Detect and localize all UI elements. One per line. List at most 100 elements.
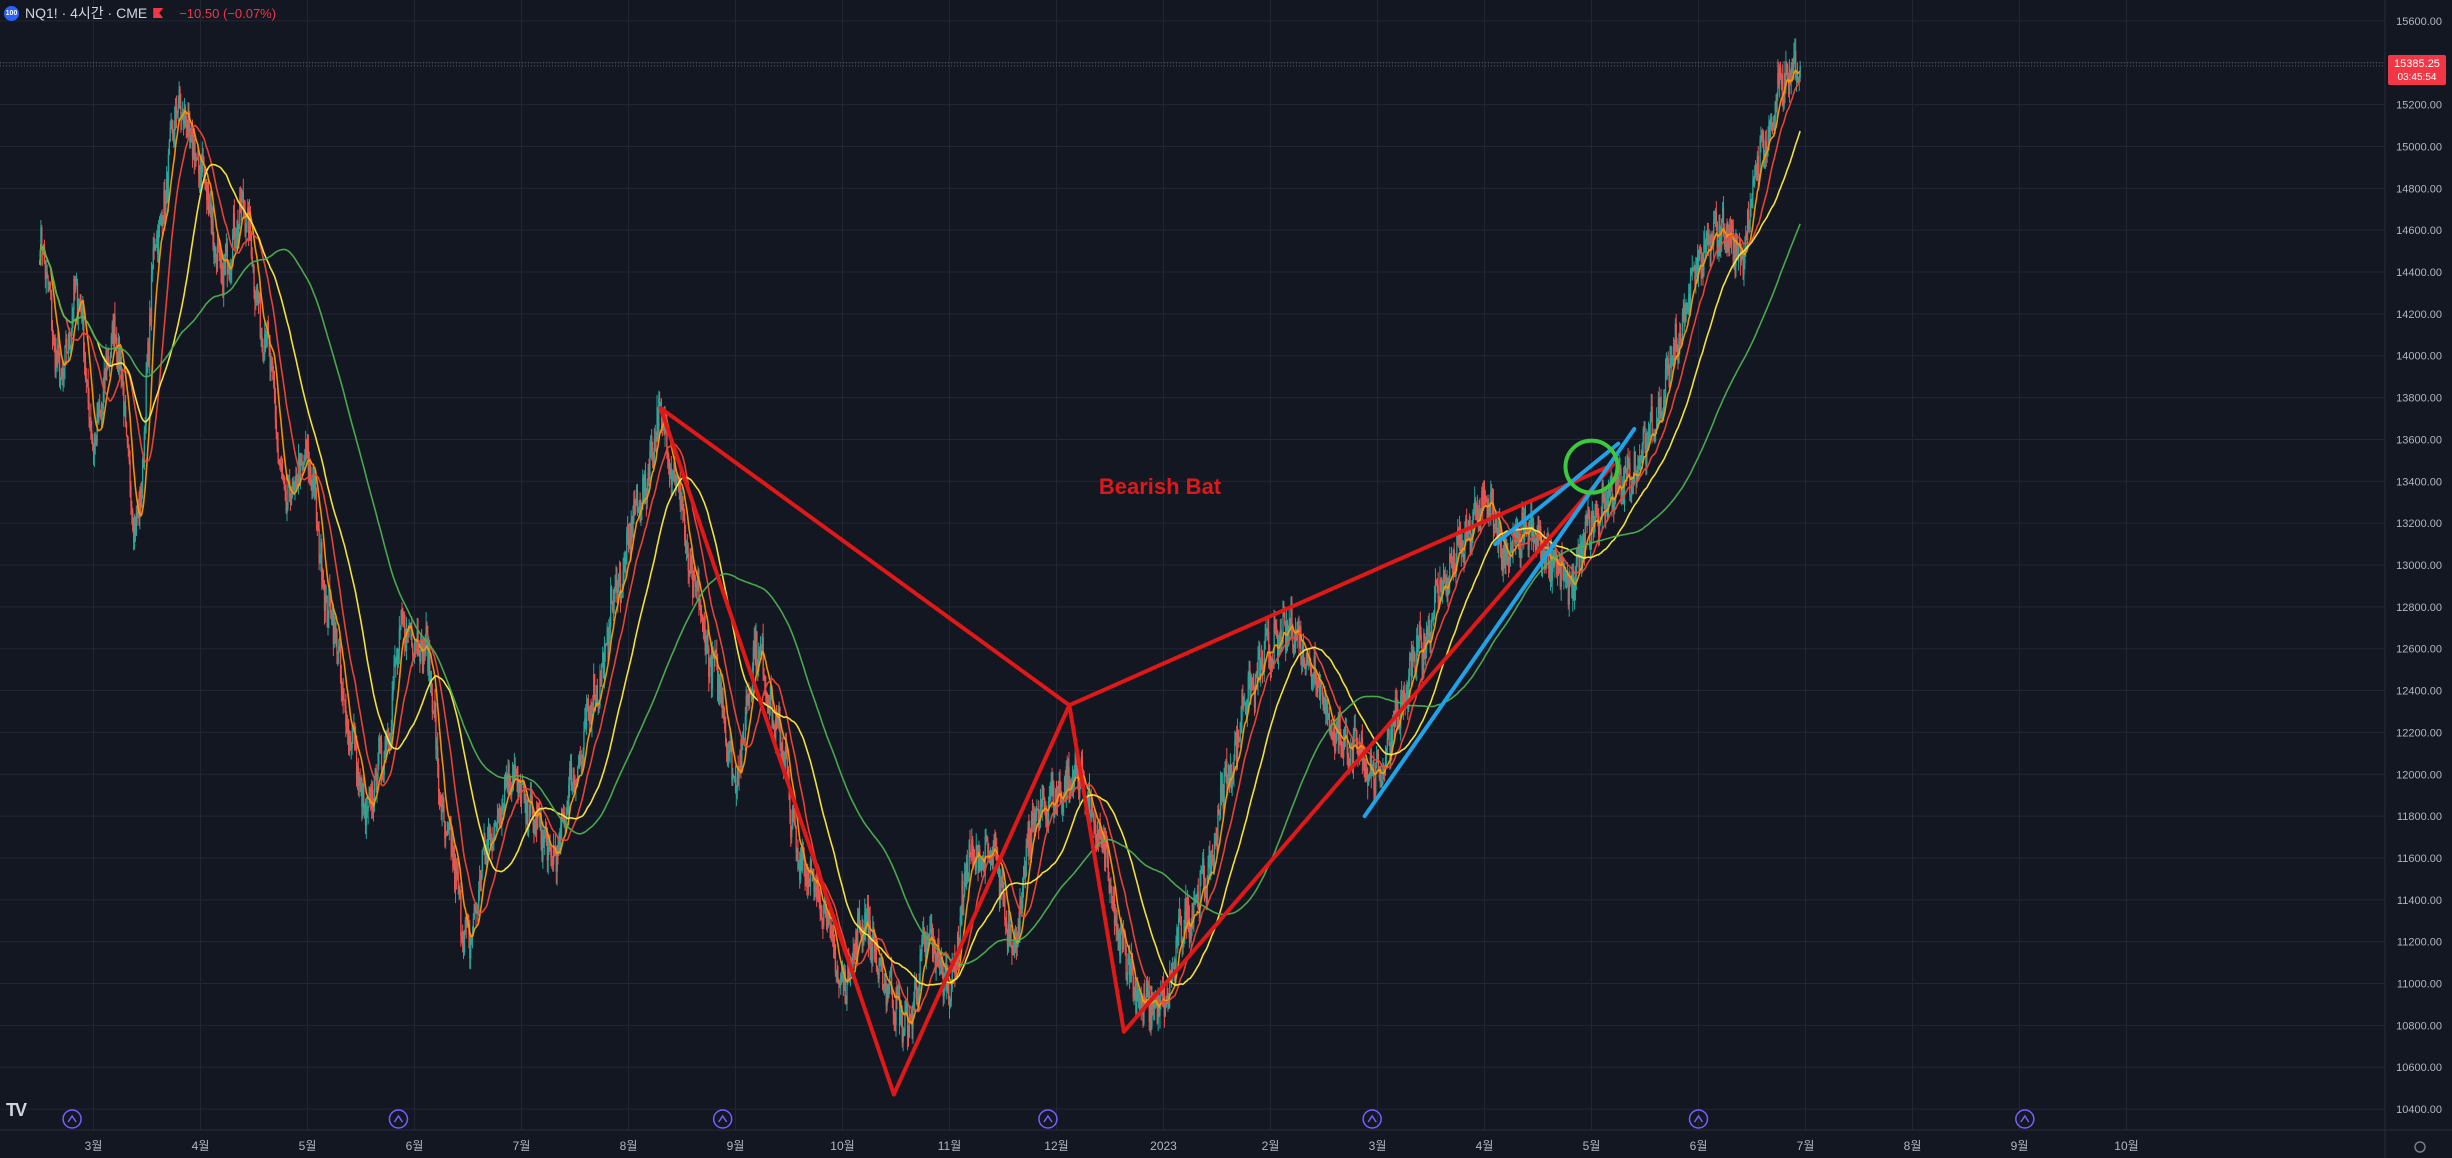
- candle-body: [871, 940, 873, 960]
- candle-body: [1352, 734, 1355, 766]
- candle-body: [500, 817, 502, 823]
- candle-body: [1549, 550, 1552, 577]
- candle-body: [1004, 893, 1006, 920]
- candle-body: [601, 663, 603, 683]
- candle-body: [851, 957, 854, 971]
- candle-body: [1302, 645, 1304, 664]
- candle-body: [1340, 739, 1342, 747]
- candle-body: [780, 745, 782, 747]
- candle-body: [1108, 880, 1110, 890]
- price-tick-label: 14600.00: [2396, 225, 2442, 237]
- candle-body: [118, 337, 121, 369]
- candle-body: [90, 417, 92, 431]
- candle-body: [365, 811, 368, 826]
- candle-body: [657, 407, 659, 431]
- price-tick-label: 12800.00: [2396, 602, 2442, 614]
- candle-body: [1354, 728, 1356, 730]
- candle-body: [868, 920, 870, 945]
- candle-body: [1788, 72, 1791, 95]
- candle-body: [67, 333, 70, 353]
- candle-body: [1211, 855, 1214, 863]
- candle-body: [1425, 646, 1427, 652]
- candle-body: [497, 809, 500, 817]
- candle-body: [1088, 787, 1090, 814]
- candle-body: [1789, 72, 1792, 81]
- candle-body: [1167, 998, 1169, 1008]
- candle-body: [1611, 475, 1613, 503]
- candle-body: [387, 733, 389, 740]
- time-axis[interactable]: 3월 4월 5월 6월 7월 8월 9월 10월 11월 12월 2023 2월 3월 4월 5월 6월 7월 8…: [0, 1129, 2452, 1153]
- candle-body: [1362, 758, 1364, 762]
- candle-body: [860, 930, 862, 939]
- candle-body: [250, 232, 253, 257]
- candle-body: [1638, 458, 1640, 469]
- candle-body: [1406, 690, 1408, 696]
- settings-gear-icon[interactable]: [2414, 1141, 2426, 1153]
- time-tick-label: 2023: [1150, 1139, 1177, 1153]
- candle-body: [390, 726, 393, 739]
- candle-body: [52, 336, 55, 338]
- candle-body: [1212, 862, 1215, 869]
- candle-body: [316, 522, 319, 525]
- candle-body: [1796, 76, 1799, 80]
- candle-body: [864, 912, 866, 932]
- candle-body: [1475, 506, 1478, 509]
- candle-body: [343, 699, 345, 701]
- candle-body: [393, 663, 395, 687]
- candle-body: [1376, 751, 1379, 760]
- tradingview-logo[interactable]: TV: [6, 1100, 27, 1120]
- candle-body: [693, 577, 696, 581]
- candle-body: [783, 758, 786, 768]
- candle-body: [1293, 641, 1296, 651]
- candle-body: [656, 407, 658, 442]
- candle-body: [1753, 178, 1755, 185]
- candle-body: [264, 334, 266, 354]
- candle-body: [1481, 491, 1483, 513]
- flag-icon[interactable]: [153, 8, 164, 18]
- price-axis[interactable]: 10400.0010600.0010800.0011000.0011200.00…: [2384, 0, 2452, 1158]
- candle-body: [686, 546, 689, 553]
- candle-body: [1382, 767, 1384, 784]
- candle-body: [1775, 101, 1777, 113]
- candle-body: [176, 113, 179, 115]
- candle-body: [359, 776, 361, 784]
- candle-body: [1292, 633, 1294, 647]
- candle-body: [1508, 559, 1511, 564]
- candle-body: [373, 777, 376, 811]
- candle-body: [498, 809, 500, 818]
- candle-body: [1093, 813, 1095, 824]
- candle-body: [1746, 234, 1748, 241]
- symbol-title[interactable]: NQ1! · 4시간 · CME: [25, 5, 148, 21]
- candle-body: [1223, 774, 1225, 810]
- candle-body: [1224, 769, 1226, 775]
- candle-body: [1199, 873, 1201, 915]
- candle-body: [979, 849, 981, 871]
- candle-body: [134, 523, 137, 536]
- candle-body: [928, 935, 930, 938]
- candle-body: [886, 988, 888, 1006]
- candle-body: [1410, 655, 1413, 677]
- candle-body: [458, 885, 460, 889]
- candle-body: [1657, 398, 1660, 422]
- candle-body: [793, 821, 796, 823]
- candle-body: [550, 851, 552, 858]
- candle-body: [618, 571, 621, 574]
- candle-body: [1748, 221, 1751, 229]
- candle-body: [813, 878, 815, 892]
- candle-body: [1641, 444, 1644, 464]
- candle-body: [166, 178, 168, 195]
- candle-body: [417, 631, 419, 649]
- candle-body: [571, 784, 574, 790]
- candle-body: [1277, 645, 1280, 656]
- candle-body: [1374, 790, 1376, 794]
- candle-body: [1112, 903, 1114, 905]
- candle-body: [525, 794, 527, 824]
- candle-body: [1046, 819, 1049, 825]
- candle-body: [1776, 95, 1778, 113]
- candle-body: [1207, 862, 1209, 878]
- candle-body: [1451, 563, 1454, 568]
- candle-body: [1557, 564, 1559, 575]
- candle-body: [999, 883, 1002, 900]
- candle-body: [353, 722, 355, 729]
